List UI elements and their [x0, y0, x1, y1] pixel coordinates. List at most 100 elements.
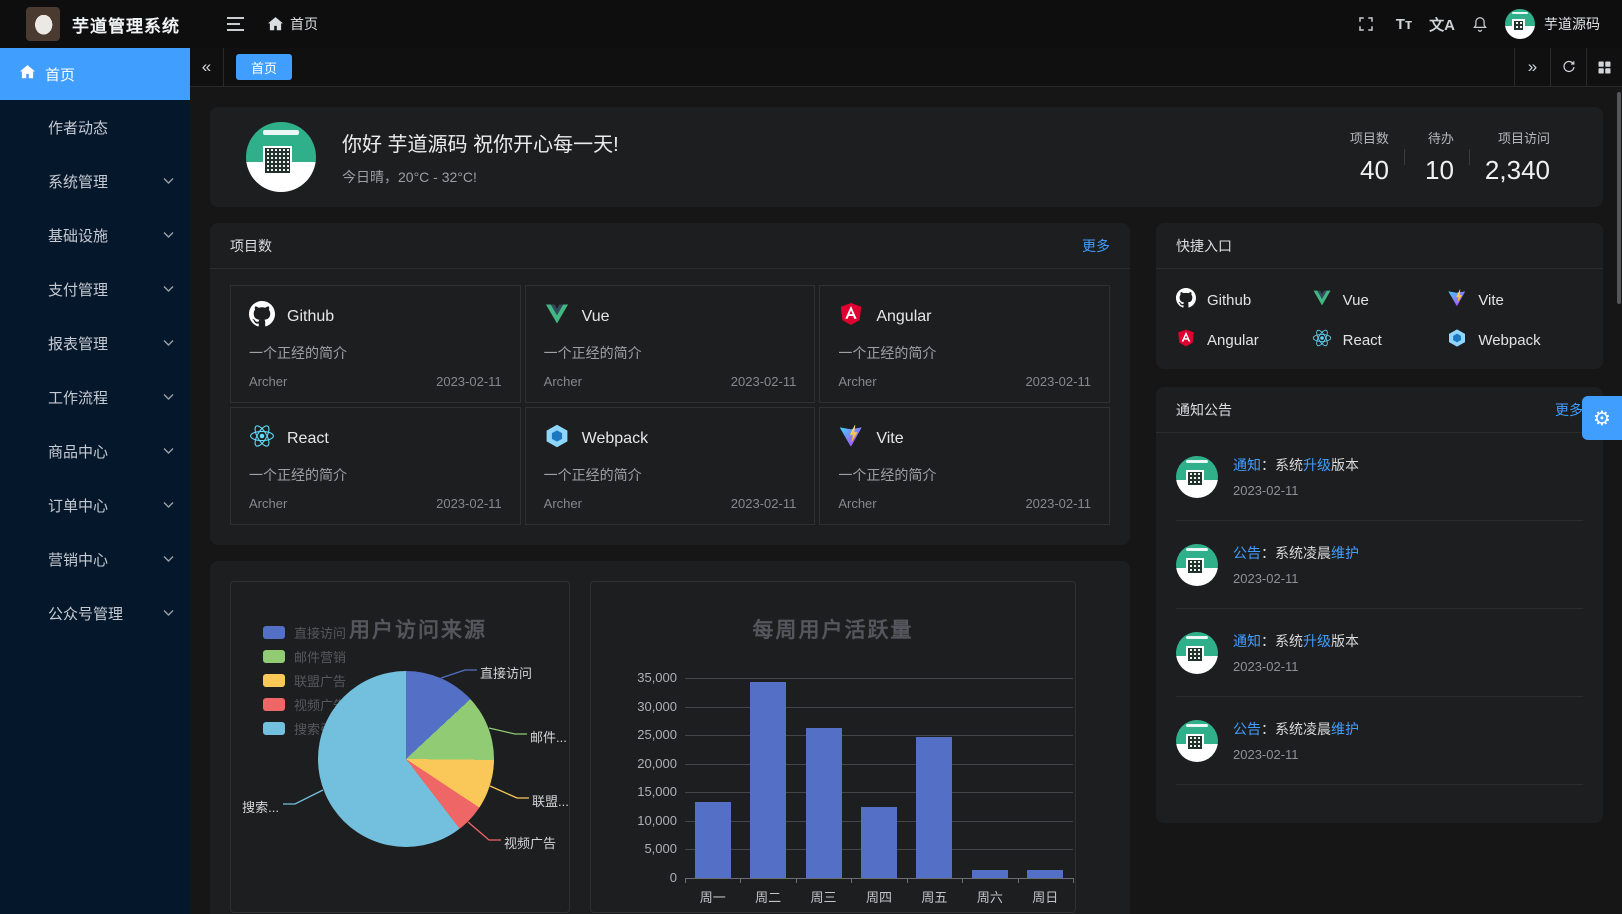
- notice-item[interactable]: 公告：系统凌晨维护 2023-02-11: [1176, 697, 1583, 785]
- language-icon[interactable]: 文A: [1429, 16, 1455, 34]
- welcome-stats: 项目数 40 待办 10 项目访问 2,340: [1335, 128, 1565, 186]
- tab-options-grid-icon[interactable]: [1586, 48, 1622, 86]
- stat-value: 40: [1360, 155, 1389, 185]
- project-author: Archer: [249, 496, 288, 511]
- bar-chart: 每周用户活跃量 0 5,000 10,000 15,000 20,000 25,000 30…: [590, 581, 1076, 913]
- y-tick-label: 20,000: [637, 755, 677, 771]
- notice-item[interactable]: 公告：系统凌晨维护 2023-02-11: [1176, 521, 1583, 609]
- sidebar-item-label: 支付管理: [48, 281, 109, 299]
- notices-more-link[interactable]: 更多: [1555, 401, 1583, 418]
- sidebar-item-marketing[interactable]: 营销中心: [0, 532, 190, 586]
- project-card-vite[interactable]: Vite 一个正经的简介 Archer 2023-02-11: [819, 407, 1110, 525]
- project-card-github[interactable]: Github 一个正经的简介 Archer 2023-02-11: [230, 285, 521, 403]
- bell-icon[interactable]: [1461, 0, 1499, 48]
- pie-graphic: [318, 671, 494, 847]
- welcome-card: 你好 芋道源码 祝你开心每一天! 今日晴，20°C - 32°C! 项目数 40 待…: [210, 107, 1603, 207]
- stat-value: 10: [1425, 155, 1454, 185]
- scrollbar-thumb[interactable]: [1617, 92, 1621, 304]
- y-tick-label: 30,000: [637, 698, 677, 714]
- notices-panel: 通知公告 更多 通知：系统升级版本 2023-02-11 公告：系统凌晨维护 2023…: [1156, 387, 1603, 823]
- stat-value: 2,340: [1484, 155, 1550, 185]
- notice-date: 2023-02-11: [1233, 659, 1299, 674]
- bar-周六: [971, 870, 1008, 878]
- project-name: Angular: [876, 307, 932, 325]
- legend-item-1[interactable]: 直接访问: [263, 620, 346, 644]
- chevron-down-icon: [163, 340, 174, 347]
- refresh-icon[interactable]: [1550, 48, 1586, 86]
- x-tick-mark: [906, 878, 908, 883]
- notice-avatar: [1176, 719, 1218, 762]
- notice-avatar: [1176, 631, 1218, 674]
- notice-item[interactable]: 通知：系统升级版本 2023-02-11: [1176, 609, 1583, 697]
- notice-avatar: [1176, 543, 1218, 586]
- notice-item[interactable]: 通知：系统升级版本 2023-02-11: [1176, 433, 1583, 521]
- sidebar-item-author[interactable]: 作者动态: [0, 100, 190, 154]
- sidebar-item-home[interactable]: 首页: [0, 48, 190, 100]
- x-tick-mark: [795, 878, 797, 883]
- project-author: Archer: [838, 496, 877, 511]
- sidebar-item-product[interactable]: 商品中心: [0, 424, 190, 478]
- fullscreen-icon[interactable]: [1347, 0, 1385, 48]
- projects-more-link[interactable]: 更多: [1082, 237, 1110, 254]
- shortcut-angular[interactable]: Angular: [1176, 327, 1312, 353]
- sidebar-item-system[interactable]: 系统管理: [0, 154, 190, 208]
- bar-周三: [805, 727, 842, 878]
- shortcut-webpack[interactable]: Webpack: [1447, 327, 1583, 353]
- sidebar-item-infra[interactable]: 基础设施: [0, 208, 190, 262]
- app-logo: [26, 7, 60, 41]
- shortcuts-grid: Github Vue Vite Angular React Webpack: [1156, 269, 1603, 369]
- sidebar-item-workflow[interactable]: 工作流程: [0, 370, 190, 424]
- scroll-tabs-right-icon[interactable]: »: [1514, 48, 1550, 86]
- x-tick-label: 周二: [755, 890, 782, 905]
- tab-首页[interactable]: 首页: [236, 54, 293, 80]
- legend-marker: [263, 697, 285, 711]
- project-card-vue[interactable]: Vue 一个正经的简介 Archer 2023-02-11: [524, 285, 816, 403]
- project-card-webpack[interactable]: Webpack 一个正经的简介 Archer 2023-02-11: [524, 407, 816, 525]
- sidebar-item-order[interactable]: 订单中心: [0, 478, 190, 532]
- project-desc: 一个正经的简介: [543, 345, 642, 361]
- user-name: 芋道源码: [1544, 16, 1600, 32]
- legend-item-2[interactable]: 邮件营销: [263, 644, 346, 668]
- x-tick-mark: [962, 878, 964, 883]
- legend-item-3[interactable]: 联盟广告: [263, 668, 346, 692]
- settings-gear-button[interactable]: ⚙: [1582, 396, 1622, 440]
- sidebar-item-label: 首页: [45, 66, 76, 84]
- vite-icon: [1447, 288, 1467, 312]
- font-size-icon[interactable]: Tт: [1395, 15, 1413, 33]
- weather-text: 今日晴，20°C - 32°C!: [342, 168, 477, 185]
- shortcut-react[interactable]: React: [1312, 327, 1448, 353]
- chevron-down-icon: [163, 556, 174, 563]
- sidebar-item-pay[interactable]: 支付管理: [0, 262, 190, 316]
- vue-icon: [1312, 288, 1332, 312]
- x-tick-label: 周六: [976, 890, 1003, 905]
- notice-title: 公告：系统凌晨维护: [1233, 545, 1359, 561]
- project-card-angular[interactable]: Angular 一个正经的简介 Archer 2023-02-11: [819, 285, 1110, 403]
- charts-panel: 用户访问来源 直接访问 邮件营销 联盟广告 视频广告 搜索引擎 直接访问 邮件... 联盟.…: [210, 561, 1130, 914]
- sidebar-item-label: 订单中心: [48, 497, 109, 515]
- shortcut-vite[interactable]: Vite: [1447, 287, 1583, 313]
- sidebar-item-report[interactable]: 报表管理: [0, 316, 190, 370]
- sidebar-item-label: 系统管理: [48, 173, 109, 191]
- shortcut-vue[interactable]: Vue: [1312, 287, 1448, 313]
- bar-周四: [861, 807, 897, 878]
- breadcrumb[interactable]: 首页: [268, 14, 318, 34]
- project-author: Archer: [543, 496, 582, 511]
- shortcut-github[interactable]: Github: [1176, 287, 1312, 313]
- angular-icon: [1176, 328, 1196, 352]
- chevron-down-icon: [163, 232, 174, 239]
- project-card-react[interactable]: React 一个正经的简介 Archer 2023-02-11: [230, 407, 521, 525]
- app-title: 芋道管理系统: [72, 16, 180, 36]
- hamburger-icon[interactable]: [216, 0, 254, 48]
- user-menu[interactable]: 芋道源码: [1505, 9, 1600, 39]
- pie-legend: 直接访问 邮件营销 联盟广告 视频广告 搜索引擎: [263, 620, 346, 740]
- bar-周五: [916, 737, 953, 878]
- sidebar-item-mp[interactable]: 公众号管理: [0, 586, 190, 640]
- project-date: 2023-02-11: [1025, 496, 1091, 511]
- projects-grid: Github 一个正经的简介 Archer 2023-02-11 Vue 一个正经的简介 A…: [210, 269, 1130, 545]
- y-tick-label: 15,000: [637, 784, 677, 800]
- legend-marker: [263, 673, 285, 687]
- bar-周一: [694, 802, 731, 878]
- shortcut-label: Github: [1207, 291, 1252, 309]
- collapse-tabs-left-icon[interactable]: «: [190, 48, 224, 86]
- shortcut-label: Vue: [1342, 291, 1369, 309]
